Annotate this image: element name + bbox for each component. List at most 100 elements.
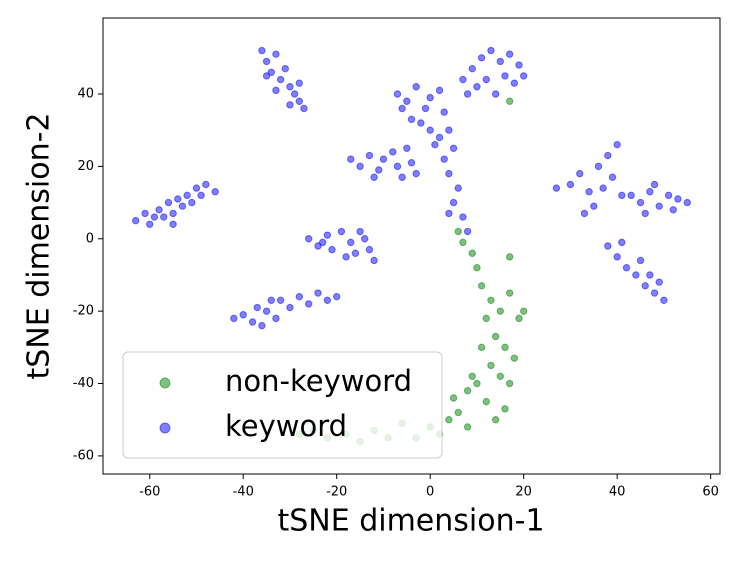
point: [449, 144, 458, 152]
point: [580, 209, 589, 218]
point: [333, 292, 341, 301]
point: [347, 155, 355, 163]
point: [519, 307, 528, 315]
point: [295, 97, 304, 105]
point: [365, 245, 374, 254]
point: [370, 173, 378, 181]
point: [473, 264, 481, 272]
x-tick-label: 20: [515, 485, 532, 500]
point: [552, 184, 561, 192]
point: [505, 50, 514, 58]
point: [174, 195, 182, 203]
point: [491, 90, 500, 98]
point: [300, 104, 308, 113]
y-tick-label: -40: [73, 376, 94, 391]
x-tick-label: 40: [609, 485, 626, 500]
point: [160, 213, 168, 221]
point: [286, 303, 294, 312]
point: [351, 249, 360, 257]
x-tick-label: 0: [426, 485, 434, 500]
y-tick-label: 20: [77, 159, 94, 174]
point: [463, 387, 472, 395]
point: [356, 162, 364, 171]
point: [650, 289, 659, 297]
point: [281, 64, 289, 73]
y-tick-label: 0: [86, 231, 94, 246]
legend-marker: [159, 422, 171, 434]
point: [407, 115, 416, 124]
point: [505, 253, 514, 261]
point: [459, 238, 467, 247]
point: [674, 195, 682, 203]
point: [618, 238, 626, 247]
point: [477, 54, 486, 62]
legend-box: [122, 351, 443, 459]
point: [393, 90, 402, 98]
point: [505, 289, 514, 297]
point: [431, 140, 439, 149]
point: [473, 83, 481, 91]
point: [477, 343, 486, 352]
point: [454, 184, 462, 192]
point: [641, 282, 649, 290]
point: [440, 108, 448, 116]
point: [155, 206, 163, 214]
point: [337, 227, 346, 236]
point: [496, 57, 505, 66]
x-tick-label: -20: [326, 485, 347, 500]
point: [318, 238, 327, 247]
point: [487, 296, 495, 304]
point: [403, 97, 411, 105]
point: [304, 300, 313, 308]
point: [449, 394, 458, 402]
point: [262, 307, 271, 315]
point: [459, 213, 467, 221]
point: [440, 155, 448, 163]
point: [365, 151, 374, 160]
x-tick-label: 60: [702, 485, 719, 500]
point: [393, 162, 402, 171]
point: [590, 202, 598, 210]
point: [646, 271, 654, 279]
point: [412, 169, 420, 178]
point: [463, 423, 472, 431]
point: [463, 90, 472, 98]
point: [445, 416, 453, 424]
point: [356, 227, 364, 236]
point: [132, 216, 140, 225]
point: [655, 202, 663, 210]
point: [505, 97, 514, 105]
point: [519, 72, 528, 80]
point: [463, 227, 472, 236]
point: [646, 188, 654, 196]
point: [683, 198, 691, 207]
point: [276, 75, 285, 84]
point: [636, 198, 645, 207]
point: [636, 256, 645, 265]
point: [286, 101, 294, 109]
point: [594, 162, 603, 171]
point: [660, 296, 668, 304]
point: [192, 184, 201, 192]
point: [342, 253, 350, 261]
point: [608, 173, 617, 181]
point: [599, 184, 607, 192]
point: [496, 307, 505, 315]
point: [211, 188, 219, 196]
y-axis-label: tSNE dimension-2: [22, 112, 57, 379]
point: [487, 361, 495, 370]
point: [501, 72, 509, 80]
point: [188, 198, 196, 207]
point: [304, 235, 313, 243]
point: [454, 408, 462, 417]
point: [650, 180, 659, 189]
point: [473, 379, 481, 388]
point: [295, 79, 304, 87]
point: [183, 191, 191, 200]
point: [604, 242, 612, 250]
point: [272, 50, 280, 58]
point: [379, 155, 388, 163]
y-tick-label: -60: [73, 448, 94, 463]
point: [510, 79, 519, 87]
legend-marker: [159, 377, 171, 389]
